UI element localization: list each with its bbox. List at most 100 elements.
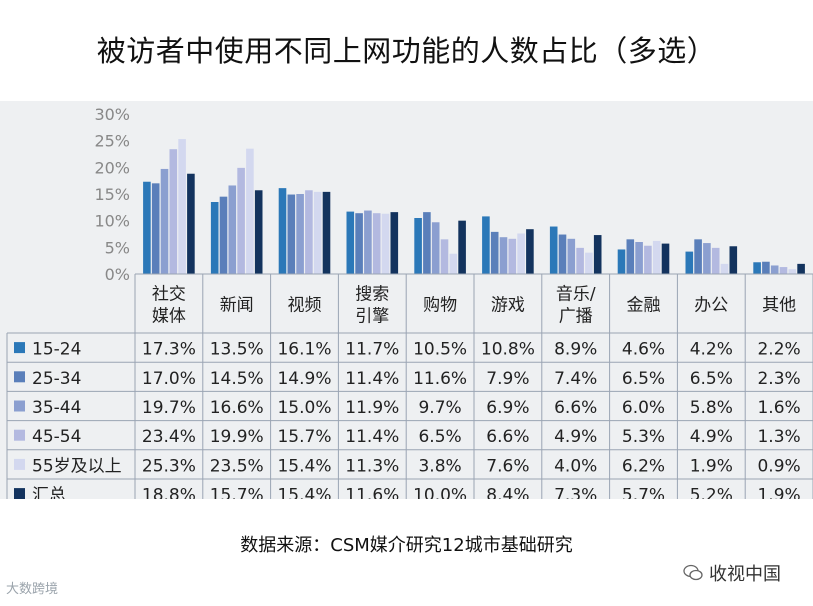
- bar: [490, 231, 499, 274]
- data-label: 10.0%: [413, 486, 467, 499]
- bar: [219, 196, 228, 274]
- category-label: 搜索: [355, 285, 389, 305]
- bar: [797, 263, 805, 274]
- data-label: 11.9%: [345, 398, 399, 418]
- bar: [254, 190, 263, 274]
- bar: [305, 190, 313, 274]
- bar: [381, 213, 390, 274]
- category-label: 媒体: [152, 307, 186, 327]
- category-label: 购物: [423, 296, 457, 316]
- bar: [585, 252, 593, 274]
- legend-label: 35-44: [32, 398, 81, 418]
- data-label: 8.9%: [554, 340, 597, 360]
- bar: [549, 226, 558, 274]
- data-label: 19.7%: [142, 398, 196, 418]
- bar: [458, 220, 466, 274]
- data-label: 17.0%: [142, 369, 196, 389]
- category-label: 办公: [694, 296, 728, 316]
- bar: [652, 240, 661, 274]
- category-label: 社交: [152, 285, 186, 305]
- bar: [576, 247, 584, 274]
- brand-name: 收视中国: [709, 564, 781, 585]
- data-label: 1.9%: [690, 456, 733, 476]
- category-label: 其他: [762, 296, 796, 316]
- bar: [685, 251, 694, 274]
- bar: [423, 212, 431, 274]
- data-label: 3.8%: [418, 456, 461, 476]
- data-label: 19.9%: [210, 427, 264, 447]
- data-label: 10.5%: [413, 340, 467, 360]
- category-label: 音乐/: [556, 285, 596, 305]
- bar: [372, 213, 381, 274]
- data-label: 14.5%: [210, 369, 264, 389]
- bar: [210, 202, 219, 274]
- bar: [567, 238, 576, 274]
- wechat-icon: [683, 564, 703, 581]
- data-label: 5.7%: [622, 486, 665, 499]
- y-tick-label: 0%: [105, 265, 130, 284]
- y-tick-label: 30%: [94, 105, 130, 124]
- legend-swatch: [14, 429, 25, 441]
- y-tick-label: 20%: [94, 158, 130, 177]
- bar: [143, 181, 151, 274]
- bar: [617, 249, 626, 274]
- legend-label: 55岁及以上: [32, 456, 122, 476]
- bar: [644, 245, 652, 274]
- data-label: 14.9%: [277, 369, 331, 389]
- legend-swatch: [14, 400, 25, 412]
- bar: [278, 188, 287, 274]
- bar: [526, 229, 534, 274]
- data-label: 18.8%: [142, 486, 196, 499]
- data-label: 6.6%: [554, 398, 597, 418]
- data-label: 16.6%: [210, 398, 264, 418]
- data-label: 5.2%: [690, 486, 733, 499]
- data-label: 11.7%: [345, 340, 399, 360]
- data-label: 1.6%: [757, 398, 800, 418]
- data-label: 15.7%: [210, 486, 264, 499]
- category-label: 广播: [559, 307, 593, 327]
- data-label: 4.6%: [622, 340, 665, 360]
- bar: [355, 213, 363, 274]
- legend-swatch: [14, 371, 25, 383]
- data-label: 16.1%: [277, 340, 331, 360]
- bar: [364, 210, 372, 274]
- legend-label: 汇总: [32, 486, 66, 499]
- bar: [499, 237, 508, 274]
- legend-swatch: [14, 458, 25, 470]
- bar: [246, 148, 254, 274]
- bar: [313, 191, 322, 274]
- bar: [661, 243, 670, 274]
- category-label: 引擎: [355, 307, 389, 327]
- bar: [703, 243, 711, 274]
- data-label: 6.9%: [486, 398, 529, 418]
- data-label: 2.3%: [757, 369, 800, 389]
- data-label: 7.9%: [486, 369, 529, 389]
- y-tick-label: 15%: [94, 185, 130, 204]
- data-label: 11.4%: [345, 427, 399, 447]
- bar: [508, 238, 517, 274]
- category-label: 视频: [288, 296, 322, 316]
- data-label: 11.6%: [413, 369, 467, 389]
- bar: [187, 173, 195, 274]
- bar: [287, 194, 296, 274]
- bar: [178, 139, 186, 274]
- y-tick-label: 10%: [94, 212, 130, 231]
- data-label: 15.4%: [277, 456, 331, 476]
- legend-swatch: [14, 342, 25, 354]
- data-label: 11.3%: [345, 456, 399, 476]
- bar: [440, 239, 449, 274]
- data-label: 6.2%: [622, 456, 665, 476]
- bar: [151, 183, 160, 274]
- data-label: 11.6%: [345, 486, 399, 499]
- data-label: 11.4%: [345, 369, 399, 389]
- data-label: 13.5%: [210, 340, 264, 360]
- bar: [593, 235, 602, 274]
- data-label: 15.0%: [277, 398, 331, 418]
- y-tick-label: 25%: [94, 132, 130, 151]
- legend-label: 25-34: [32, 369, 81, 389]
- category-label: 游戏: [491, 296, 525, 316]
- legend-swatch: [14, 488, 25, 499]
- bar: [711, 247, 720, 274]
- bar: [390, 212, 399, 274]
